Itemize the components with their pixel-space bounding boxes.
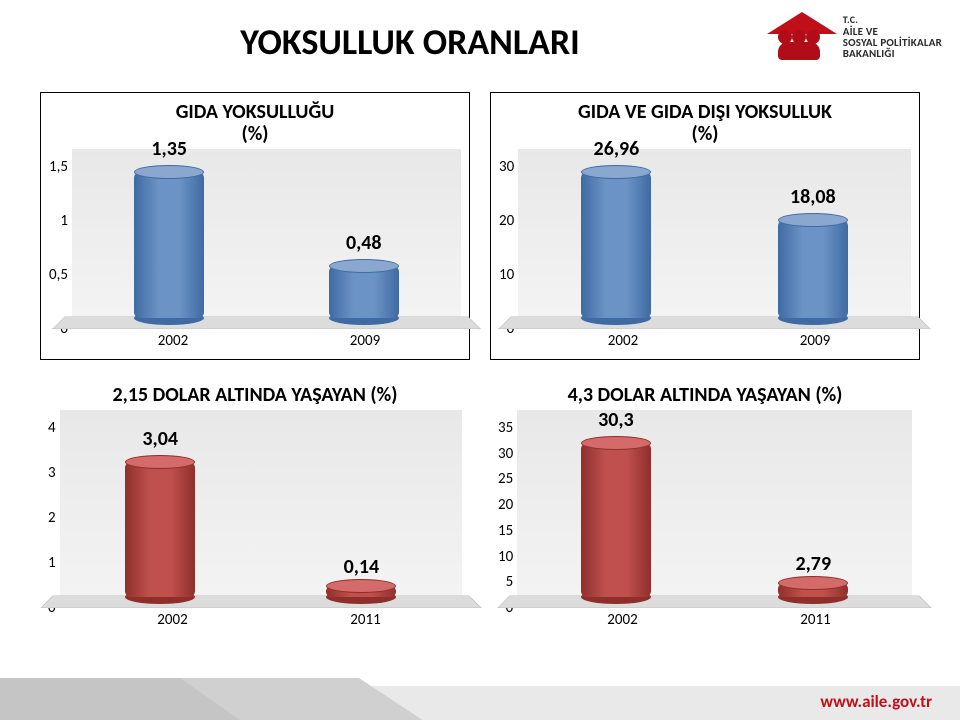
y-tick-label: 20	[498, 496, 513, 514]
x-tick-label: 2002	[526, 611, 719, 629]
y-tick-label: 30	[499, 158, 514, 176]
bar-value-label: 2,79	[796, 552, 832, 576]
cylinder-bar: 2,79	[778, 576, 848, 604]
y-tick-label: 35	[498, 419, 513, 437]
cylinder-bar: 0,14	[326, 579, 396, 604]
y-tick-label: 1,5	[49, 158, 68, 176]
bar-value-label: 3,04	[142, 427, 178, 451]
x-tick-label: 2011	[269, 611, 462, 629]
plot-area: 30,3 2,79	[517, 410, 912, 608]
cylinder-bar: 0,48	[329, 259, 399, 325]
page-title: YOKSULLUK ORANLARI	[0, 20, 960, 64]
plot-wrap: 012343,040,14	[48, 410, 462, 608]
cylinder-top	[581, 436, 651, 450]
bar-value-label: 0,14	[344, 555, 380, 579]
y-tick-label: 10	[498, 548, 513, 566]
chart-title: GIDA YOKSULLUĞU(%)	[49, 101, 461, 145]
cylinder-body	[581, 172, 651, 318]
x-tick-label: 2002	[76, 611, 269, 629]
x-tick-label: 2011	[719, 611, 912, 629]
chart-gida-yoksullugu: GIDA YOKSULLUĞU(%)00,511,51,350,48200220…	[40, 92, 470, 360]
footer: www.aile.gov.tr	[0, 678, 960, 720]
plot-area: 1,35 0,48	[72, 149, 461, 329]
cylinder-body	[134, 172, 204, 318]
y-tick-label: 20	[499, 212, 514, 230]
charts-row-1: GIDA YOKSULLUĞU(%)00,511,51,350,48200220…	[40, 92, 920, 360]
cylinder-bar: 18,08	[778, 213, 848, 325]
cylinder-top	[778, 576, 848, 590]
bar-value-label: 0,48	[346, 231, 382, 255]
chart-43-dolar: 4,3 DOLAR ALTINDA YAŞAYAN (%)05101520253…	[490, 376, 920, 638]
cylinder-bar: 3,04	[125, 455, 195, 604]
x-axis: 20022011	[48, 608, 462, 632]
y-axis: 05101520253035	[498, 410, 517, 608]
x-tick-label: 2009	[719, 332, 911, 350]
bar-value-label: 1,35	[151, 137, 187, 161]
slide: T.C. AİLE VE SOSYAL POLİTİKALAR BAKANLIĞ…	[0, 0, 960, 720]
cylinder-body	[329, 266, 399, 318]
y-tick-label: 4	[48, 419, 56, 437]
y-axis: 0102030	[499, 149, 518, 329]
plot-wrap: 0510152025303530,32,79	[498, 410, 912, 608]
chart-floor	[40, 596, 482, 608]
y-tick-label: 1	[48, 554, 56, 572]
cylinder-body	[581, 443, 651, 597]
y-tick-label: 1	[49, 212, 68, 230]
chart-215-dolar: 2,15 DOLAR ALTINDA YAŞAYAN (%)012343,040…	[40, 376, 470, 638]
cylinder-body	[125, 462, 195, 597]
chart-floor	[52, 317, 481, 329]
plot-area: 3,04 0,14	[60, 410, 462, 608]
cylinder-bar: 26,96	[581, 165, 651, 325]
bar-value-label: 26,96	[594, 137, 640, 161]
y-tick-label: 15	[498, 522, 513, 540]
cylinder-top	[125, 455, 195, 469]
y-axis: 00,511,5	[49, 149, 72, 329]
x-axis: 20022009	[49, 329, 461, 353]
y-axis: 01234	[48, 410, 60, 608]
y-tick-label: 25	[498, 470, 513, 488]
plot-area: 26,96 18,08	[518, 149, 911, 329]
footer-url: www.aile.gov.tr	[820, 691, 932, 712]
chart-floor	[497, 596, 932, 608]
chart-title: 4,3 DOLAR ALTINDA YAŞAYAN (%)	[498, 384, 912, 406]
chart-floor	[498, 317, 931, 329]
y-tick-label: 30	[498, 445, 513, 463]
y-tick-label: 2	[48, 509, 56, 527]
y-tick-label: 3	[48, 464, 56, 482]
cylinder-bar: 1,35	[134, 165, 204, 325]
y-tick-label: 10	[499, 266, 514, 284]
plot-wrap: 010203026,9618,08	[499, 149, 911, 329]
y-tick-label: 0,5	[49, 266, 68, 284]
plot-wrap: 00,511,51,350,48	[49, 149, 461, 329]
bar-value-label: 30,3	[598, 408, 634, 432]
cylinder-bar: 30,3	[581, 436, 651, 604]
x-tick-label: 2002	[77, 332, 269, 350]
chart-gida-disi-yoksulluk: GIDA VE GIDA DIŞI YOKSULLUK(%)010203026,…	[490, 92, 920, 360]
x-tick-label: 2009	[269, 332, 461, 350]
x-axis: 20022009	[499, 329, 911, 353]
cylinder-body	[778, 220, 848, 318]
bar-value-label: 18,08	[790, 185, 836, 209]
chart-title: GIDA VE GIDA DIŞI YOKSULLUK(%)	[499, 101, 911, 145]
charts-row-2: 2,15 DOLAR ALTINDA YAŞAYAN (%)012343,040…	[40, 376, 920, 638]
x-tick-label: 2002	[527, 332, 719, 350]
chart-title: 2,15 DOLAR ALTINDA YAŞAYAN (%)	[48, 384, 462, 406]
y-tick-label: 5	[498, 573, 513, 591]
x-axis: 20022011	[498, 608, 912, 632]
